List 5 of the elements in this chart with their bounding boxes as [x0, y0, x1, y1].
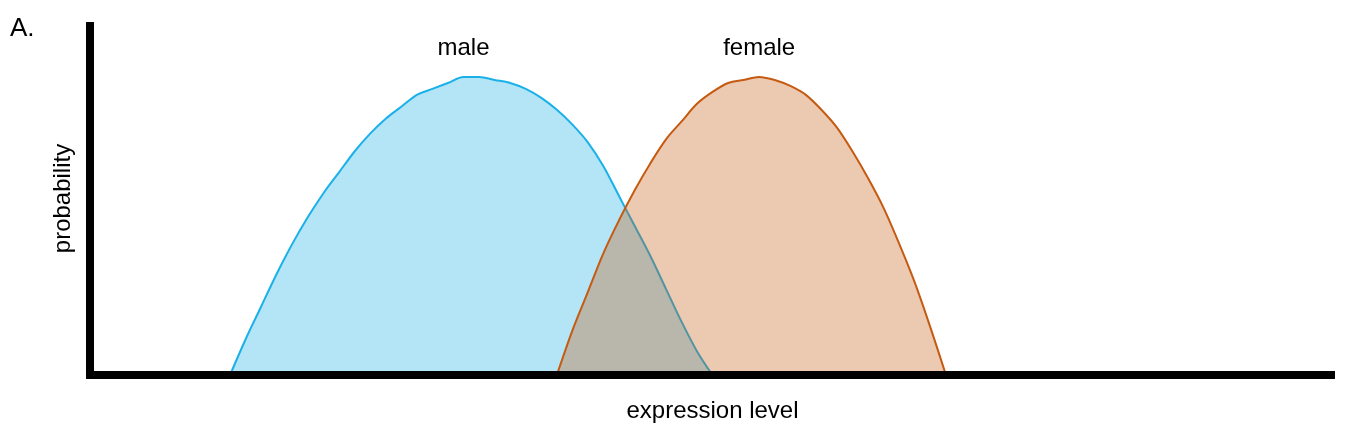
y-axis-title: probability [48, 143, 75, 254]
series-label: male [437, 33, 490, 60]
x-axis-title: expression level [626, 396, 799, 423]
series-label: female [723, 33, 796, 60]
text: A. [10, 12, 35, 42]
